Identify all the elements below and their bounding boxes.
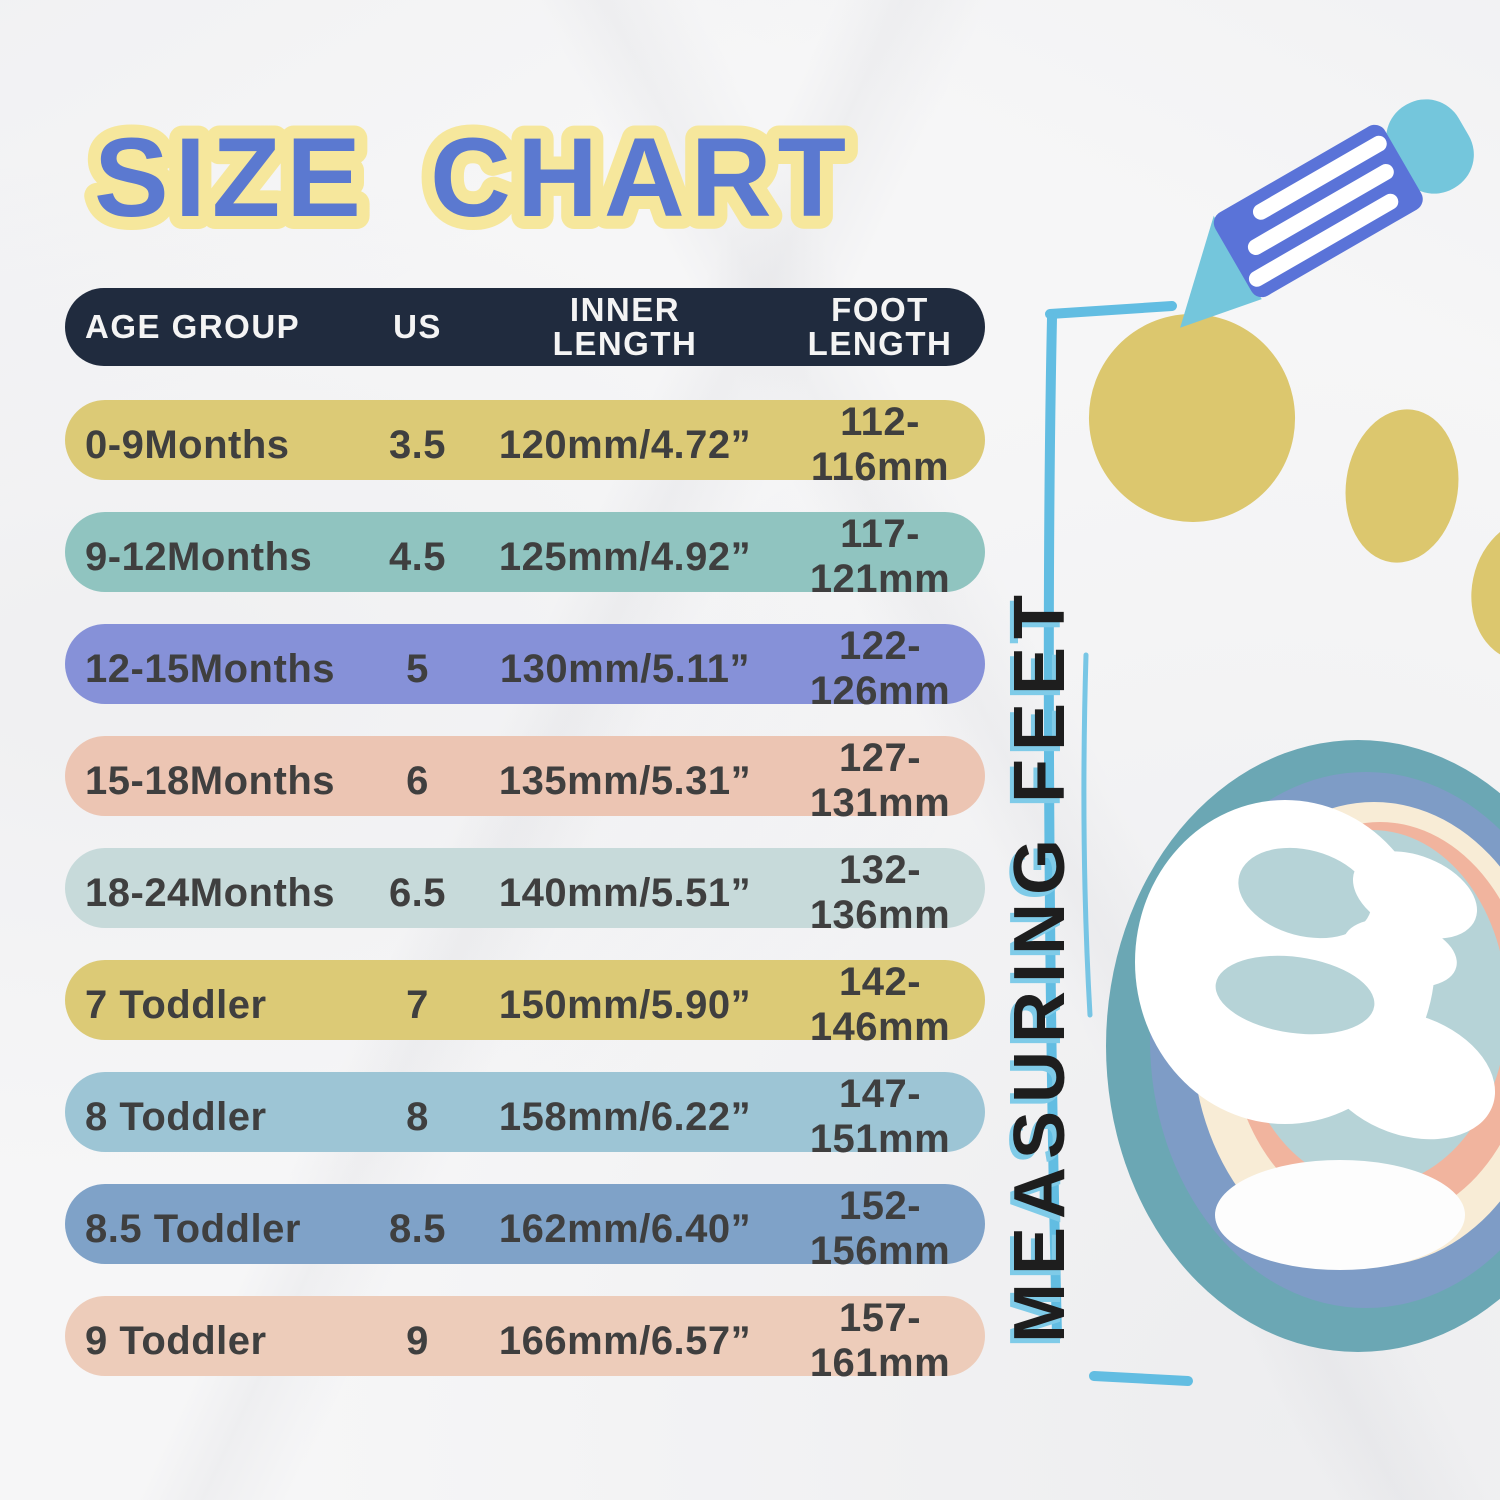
table-row: 9 Toddler 9 166mm/6.57” 157-161mm [65,1296,985,1385]
table-row: 15-18Months 6 135mm/5.31” 127-131mm [65,736,985,825]
header-cell-foot-length: FOOT LENGTH [775,290,985,362]
cell-us: 8.5 [388,1206,447,1251]
header-cell-age-group: AGE GROUP [85,307,301,345]
cell-age: 8 Toddler [85,1094,267,1139]
cell-us: 5 [406,646,429,691]
cell-inner: 125mm/4.92” [498,534,752,579]
page-title-outline: SIZE CHART [94,115,852,240]
cell-age: 8.5 Toddler [85,1206,301,1251]
cell-age: 9-12Months [85,534,313,579]
cell-age: 7 Toddler [85,982,267,1027]
table-row: 8.5 Toddler 8.5 162mm/6.40” 152-156mm [65,1184,985,1273]
cell-foot: 122-126mm [809,624,951,713]
cell-foot: 142-146mm [809,960,951,1049]
cell-us: 9 [406,1318,429,1363]
pencil-icon [1180,99,1474,328]
table-row: 8 Toddler 8 158mm/6.22” 147-151mm [65,1072,985,1161]
cell-age: 0-9Months [85,422,290,467]
cell-inner: 166mm/6.57” [498,1318,752,1363]
measuring-feet-label: MEASURING FEET [1000,586,1080,1344]
table-row: 0-9Months 3.5 120mm/4.72” 112-116mm [65,400,985,489]
cell-inner: 162mm/6.40” [498,1206,752,1251]
cell-us: 6 [406,758,429,803]
table-row: 12-15Months 5 130mm/5.11” 122-126mm [65,624,985,713]
foot-icon [1088,314,1500,1352]
cell-us: 7 [406,982,429,1027]
cell-age: 18-24Months [85,870,335,915]
size-chart-table: AGE GROUP US INNER LENGTH FOOT LENGTH 0-… [65,288,985,1408]
cell-inner: 158mm/6.22” [498,1094,752,1139]
header-cell-foot-length-label: FOOT LENGTH [807,290,953,362]
page-title: SIZE CHART SIZE CHART [81,102,859,253]
table-row: 18-24Months 6.5 140mm/5.51” 132-136mm [65,848,985,937]
cell-foot: 117-121mm [809,512,951,601]
cell-foot: 132-136mm [809,848,951,937]
cell-foot: 157-161mm [809,1296,951,1385]
page-title-text: SIZE CHART [94,115,852,240]
cell-foot: 152-156mm [809,1184,951,1273]
cell-inner: 120mm/4.72” [498,422,752,467]
cell-inner: 150mm/5.90” [498,982,752,1027]
table-row: 7 Toddler 7 150mm/5.90” 142-146mm [65,960,985,1049]
table-header-row: AGE GROUP US INNER LENGTH FOOT LENGTH [65,288,985,366]
header-cell-inner-length-label: INNER LENGTH [552,290,698,362]
cell-us: 6.5 [388,870,447,915]
cell-inner: 140mm/5.51” [498,870,752,915]
cell-inner: 135mm/5.31” [498,758,752,803]
cell-us: 8 [406,1094,429,1139]
cell-foot: 127-131mm [809,736,951,825]
header-cell-us-size: US [393,307,442,345]
cell-foot: 147-151mm [809,1072,951,1161]
table-row: 9-12Months 4.5 125mm/4.92” 117-121mm [65,512,985,601]
cell-age: 15-18Months [85,758,335,803]
header-cell-inner-length: INNER LENGTH [475,290,775,362]
cell-inner: 130mm/5.11” [499,646,751,691]
cell-us: 3.5 [388,422,447,467]
cell-foot: 112-116mm [810,400,950,489]
cell-age: 9 Toddler [85,1318,267,1363]
cell-age: 12-15Months [85,646,335,691]
cell-us: 4.5 [388,534,447,579]
